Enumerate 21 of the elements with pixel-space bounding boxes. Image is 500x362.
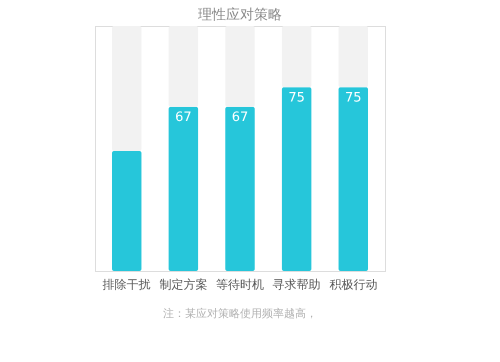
bar xyxy=(168,106,198,271)
bar xyxy=(282,87,312,271)
chart-title: 理性应对策略 xyxy=(198,7,282,23)
x-tick-label: 制定方案 xyxy=(159,278,208,292)
bar xyxy=(112,26,142,151)
bar xyxy=(225,26,255,107)
data-label: 67 xyxy=(175,110,192,125)
x-tick-label: 排除干扰 xyxy=(102,278,151,292)
bar xyxy=(225,106,255,271)
x-tick-label: 等待时机 xyxy=(216,278,264,292)
bar xyxy=(168,26,198,107)
x-tick-label: 寻求帮助 xyxy=(272,278,321,292)
bar xyxy=(282,26,312,88)
bar xyxy=(338,87,368,271)
bar xyxy=(338,26,368,88)
text: 注：某应对策略使用频率越高， xyxy=(163,307,317,320)
data-label: 75 xyxy=(288,90,305,106)
bar xyxy=(112,150,142,271)
data-label: 67 xyxy=(232,110,248,125)
data-label: 75 xyxy=(345,90,362,106)
x-tick-label: 积极行动 xyxy=(329,278,378,292)
